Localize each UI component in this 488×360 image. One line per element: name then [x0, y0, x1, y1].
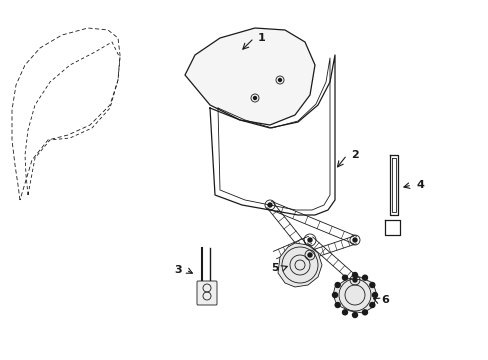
Circle shape	[352, 273, 357, 278]
Circle shape	[369, 302, 374, 307]
Polygon shape	[278, 243, 321, 287]
Text: 1: 1	[258, 33, 265, 43]
Polygon shape	[332, 277, 376, 313]
Circle shape	[342, 310, 347, 315]
Circle shape	[342, 275, 347, 280]
Text: 2: 2	[350, 150, 358, 160]
Circle shape	[352, 238, 356, 242]
Circle shape	[362, 310, 367, 315]
FancyBboxPatch shape	[197, 281, 217, 305]
Text: 5: 5	[271, 263, 278, 273]
Text: 6: 6	[380, 295, 388, 305]
Circle shape	[362, 275, 367, 280]
Polygon shape	[184, 28, 314, 125]
Circle shape	[334, 283, 340, 288]
Circle shape	[372, 292, 377, 297]
Circle shape	[334, 302, 340, 307]
Circle shape	[369, 283, 374, 288]
Circle shape	[278, 78, 281, 81]
Circle shape	[267, 203, 271, 207]
Circle shape	[352, 278, 356, 282]
Circle shape	[332, 292, 337, 297]
Text: 4: 4	[415, 180, 423, 190]
Circle shape	[352, 312, 357, 318]
Circle shape	[307, 253, 311, 257]
Circle shape	[253, 96, 256, 99]
Circle shape	[307, 238, 311, 242]
Text: 3: 3	[174, 265, 182, 275]
